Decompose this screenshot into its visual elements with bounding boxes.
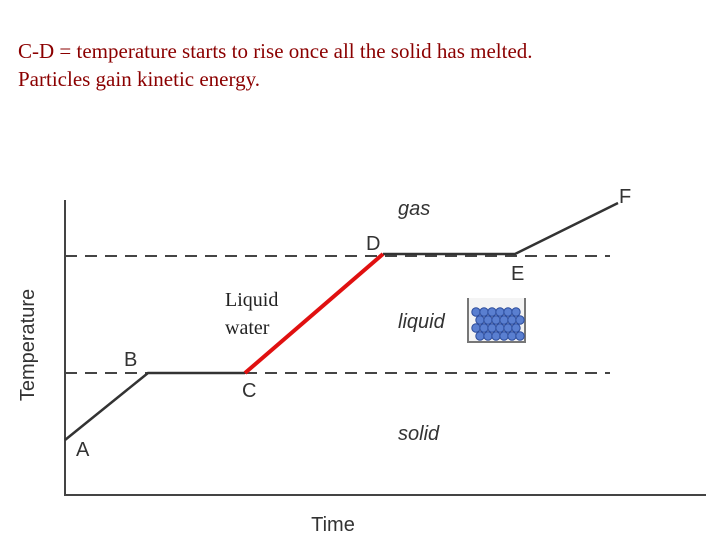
particle [491, 331, 501, 341]
particle [499, 331, 509, 341]
particle [483, 331, 493, 341]
region-label: solid [398, 423, 440, 445]
x-axis-label: Time [311, 514, 355, 536]
region-label: gas [398, 198, 430, 220]
particle [507, 315, 517, 325]
caption-line: C-D = temperature starts to rise once al… [18, 39, 533, 63]
particle [483, 315, 493, 325]
point-label: D [366, 233, 380, 255]
particle [515, 315, 525, 325]
particle [475, 315, 485, 325]
heating-curve [383, 201, 619, 256]
particle [511, 307, 521, 317]
annotation: Liquid [225, 289, 278, 311]
particle [487, 307, 497, 317]
particle [475, 331, 485, 341]
point-label: B [124, 349, 137, 371]
beaker-icon [467, 298, 526, 343]
heating-curve [64, 371, 245, 441]
point-label: A [76, 439, 90, 461]
point-label: C [242, 380, 256, 402]
y-axis-label: Temperature [17, 289, 39, 401]
particle [515, 331, 525, 341]
highlight-segment [243, 252, 385, 375]
particle [479, 323, 489, 333]
particle [491, 315, 501, 325]
particle [495, 323, 505, 333]
particle [511, 323, 521, 333]
point-label: E [511, 263, 524, 285]
particle [471, 307, 481, 317]
particle [503, 307, 513, 317]
particle [487, 323, 497, 333]
particle [499, 315, 509, 325]
particle [495, 307, 505, 317]
particle [471, 323, 481, 333]
particle [479, 307, 489, 317]
annotation: water [225, 317, 270, 339]
region-label: liquid [398, 311, 446, 333]
particle [503, 323, 513, 333]
caption-line: Particles gain kinetic energy. [18, 67, 260, 91]
point-label: F [619, 186, 631, 208]
particle [507, 331, 517, 341]
